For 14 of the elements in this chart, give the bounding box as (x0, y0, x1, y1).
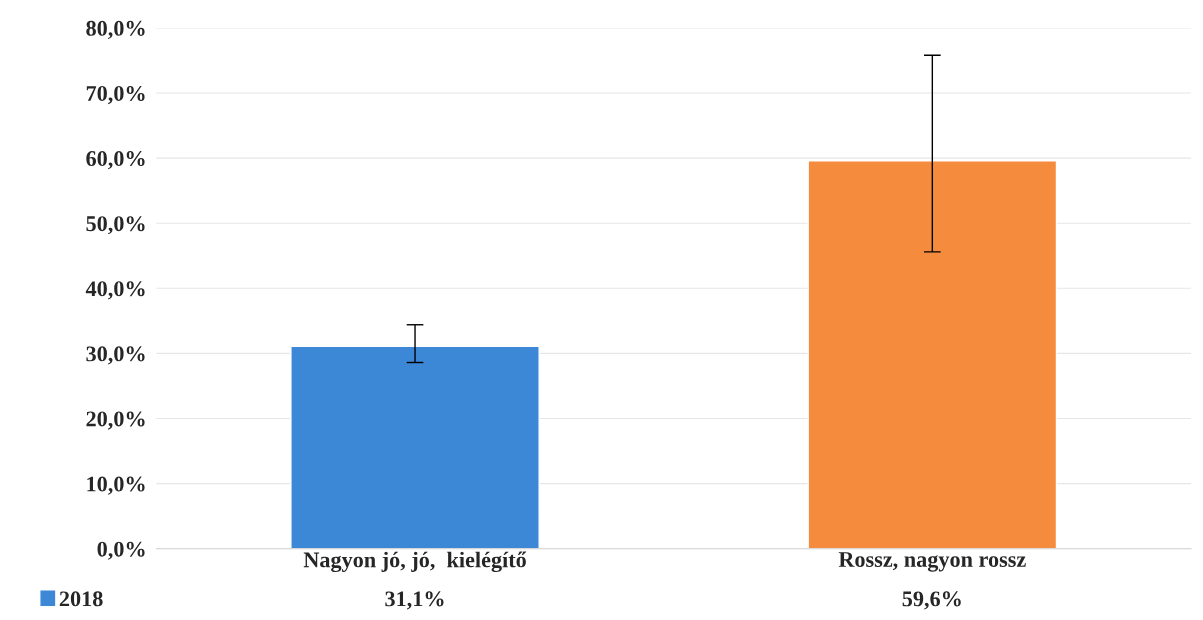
y-tick-label: 80,0% (86, 20, 145, 40)
x-tick-label: Rossz, nagyon rossz (838, 552, 1026, 572)
data-label: 59,6% (902, 591, 961, 610)
y-tick-label: 40,0% (85, 281, 145, 300)
y-tick-label: 0,0% (97, 541, 145, 560)
x-tick-label: Nagyon jó, jó, kielégítő (303, 551, 527, 573)
y-tick-label: 50,0% (86, 216, 145, 235)
y-tick-label: 20,0% (86, 411, 145, 430)
y-tick-label: 60,0% (86, 151, 145, 170)
legend-label: 2018 (59, 591, 103, 607)
data-label: 31,1% (385, 591, 444, 610)
y-tick-label: 10,0% (87, 476, 145, 495)
y-tick-label: 70,0% (86, 85, 145, 105)
y-tick-label: 30,0% (86, 346, 145, 365)
